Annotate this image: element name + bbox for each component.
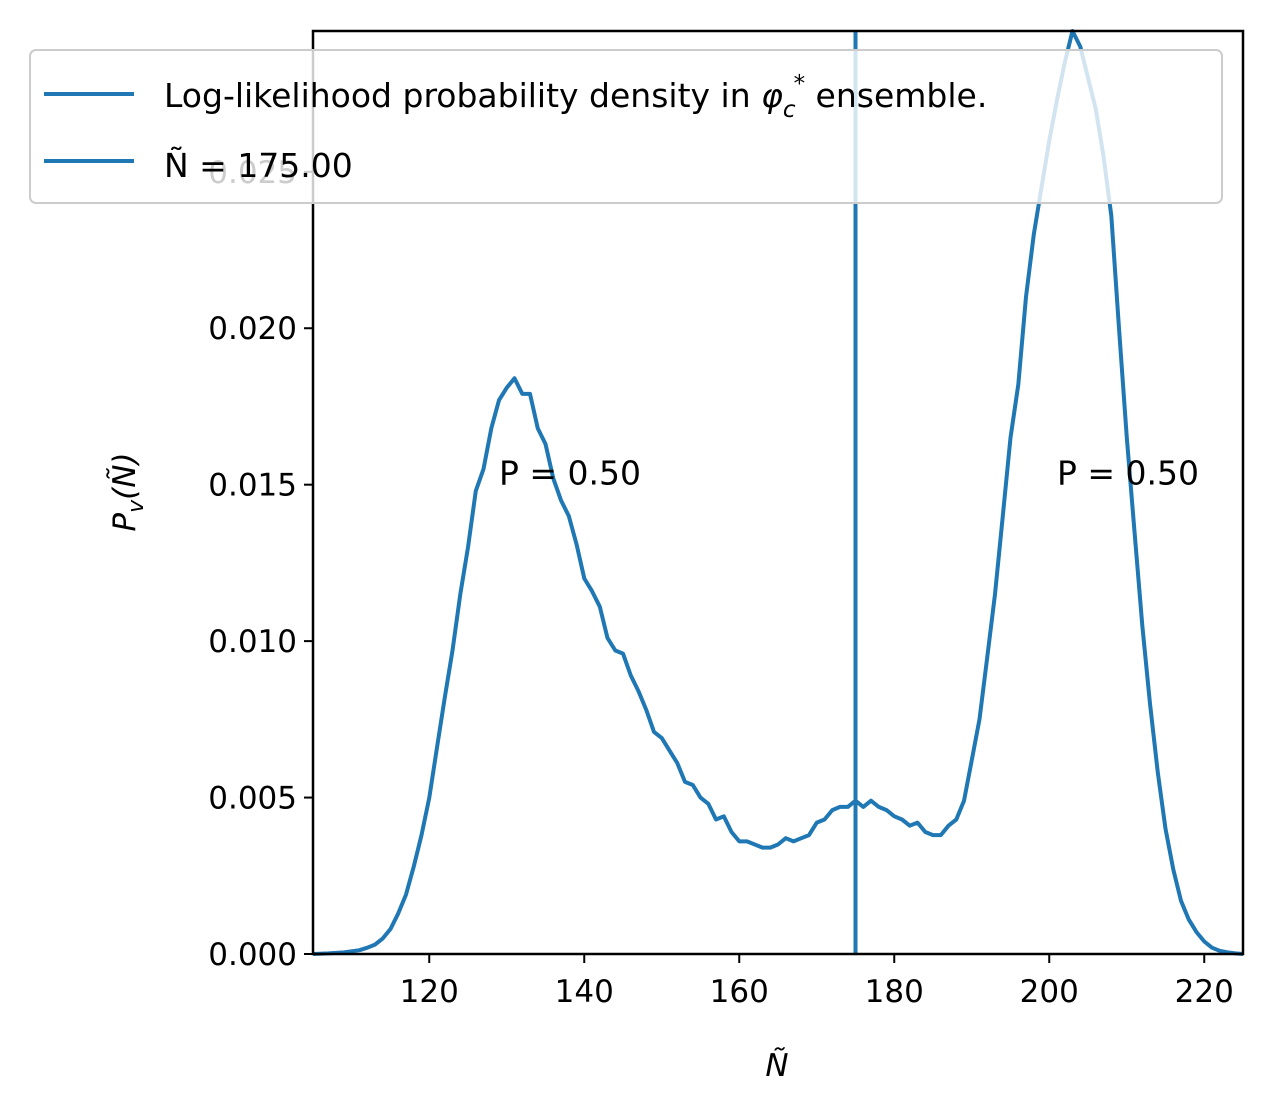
y-tick-label: 0.005 bbox=[208, 781, 297, 817]
x-tick-label: 160 bbox=[710, 974, 769, 1010]
axes-border bbox=[311, 29, 1245, 956]
x-tick-label: 140 bbox=[555, 974, 614, 1010]
probability-annotation: P = 0.50 bbox=[1057, 454, 1199, 493]
legend-label-density: Log-likelihood probability density in φc… bbox=[164, 71, 987, 123]
y-tick-label: 0.020 bbox=[208, 311, 297, 347]
annotations: P = 0.50 P = 0.50 bbox=[499, 454, 1199, 493]
x-axis-ticks: 120 140 160 180 200 220 bbox=[400, 954, 1234, 1010]
y-tick-label: 0.015 bbox=[208, 468, 297, 504]
x-tick-label: 120 bbox=[400, 974, 459, 1010]
y-tick-label: 0.010 bbox=[208, 624, 297, 660]
probability-annotation: P = 0.50 bbox=[499, 454, 641, 493]
x-tick-label: 180 bbox=[865, 974, 924, 1010]
y-axis-label: Pv(Ñ) bbox=[107, 452, 149, 531]
x-tick-label: 220 bbox=[1175, 974, 1234, 1010]
axes-frame bbox=[311, 29, 1245, 956]
x-axis-label: Ñ bbox=[765, 1048, 788, 1084]
y-tick-label: 0.000 bbox=[208, 937, 297, 973]
x-tick-label: 200 bbox=[1020, 974, 1079, 1010]
legend-box bbox=[29, 49, 1223, 204]
legend-label-threshold: Ñ = 175.00 bbox=[164, 146, 353, 185]
legend: Log-likelihood probability density in φc… bbox=[29, 49, 1223, 204]
